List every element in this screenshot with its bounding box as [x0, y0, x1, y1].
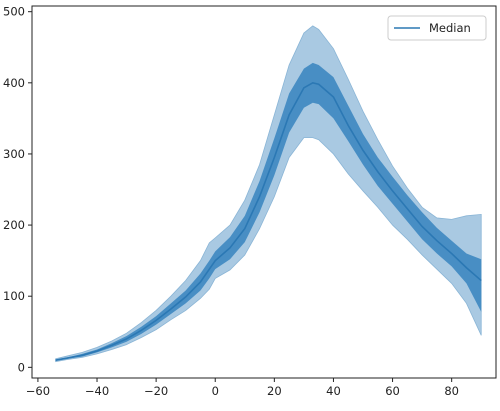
median-line — [55, 81, 482, 362]
x-tick-label: −40 — [85, 384, 109, 398]
x-tick-label: −20 — [144, 384, 168, 398]
x-tick-label: 20 — [267, 384, 282, 398]
outer-band — [55, 25, 482, 363]
x-axis: −60 −40 −20 0 20 40 60 80 — [26, 378, 459, 398]
y-tick-label: 200 — [3, 218, 25, 232]
x-tick-label: 40 — [326, 384, 341, 398]
x-tick-label: −60 — [26, 384, 50, 398]
x-tick-label: 60 — [385, 384, 400, 398]
x-tick-label: 0 — [212, 384, 219, 398]
uncertainty-bands — [55, 25, 482, 363]
y-tick-label: 100 — [3, 289, 25, 303]
legend-box — [387, 15, 487, 41]
legend-label-median: Median — [429, 21, 471, 35]
y-tick-label: 0 — [18, 360, 25, 374]
inner-band — [55, 62, 482, 361]
median-series — [55, 81, 482, 362]
y-tick-label: 500 — [3, 5, 25, 19]
y-tick-label: 300 — [3, 147, 25, 161]
y-tick-label: 400 — [3, 76, 25, 90]
legend: Median — [387, 15, 487, 41]
plot-frame — [31, 5, 497, 379]
y-axis: 0 100 200 300 400 500 — [3, 5, 32, 374]
x-tick-label: 80 — [444, 384, 459, 398]
